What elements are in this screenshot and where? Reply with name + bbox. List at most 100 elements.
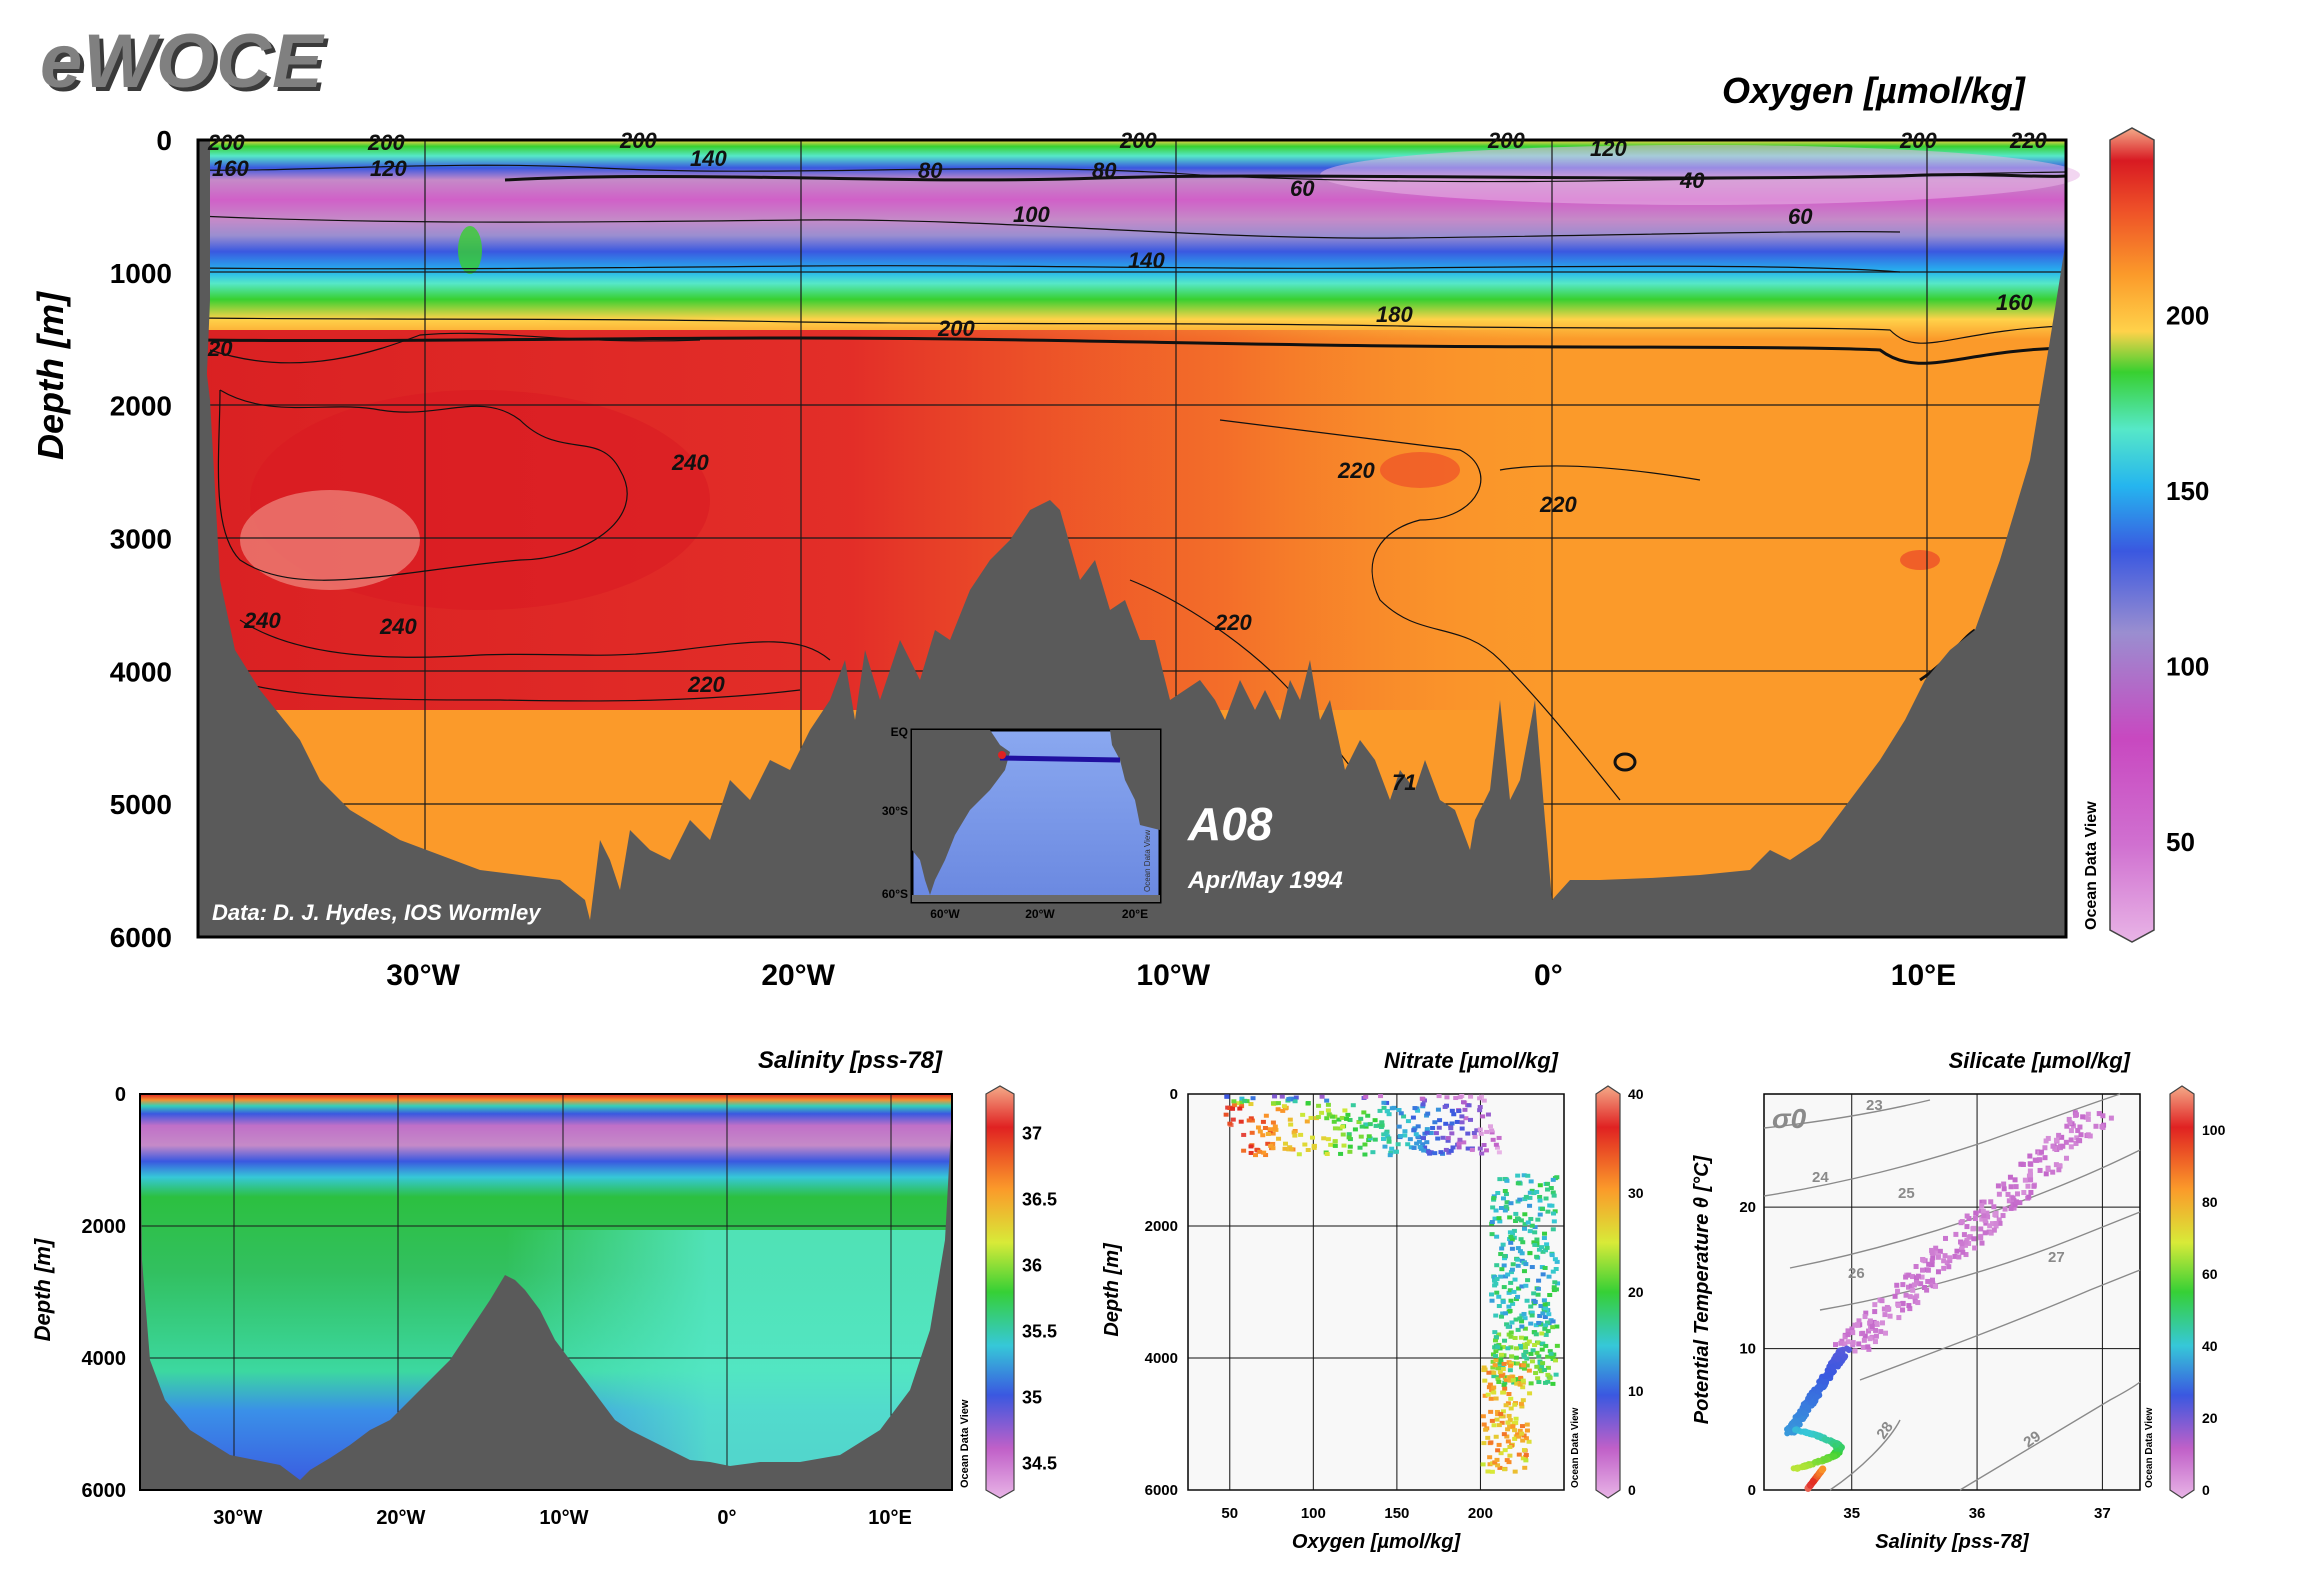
- nitrate-point: [1553, 1358, 1559, 1363]
- nitrate-point: [1501, 1263, 1507, 1268]
- nitrate-point: [1493, 1358, 1499, 1363]
- silicate-point: [2087, 1133, 2093, 1139]
- nitrate-point: [1532, 1299, 1538, 1304]
- nitrate-point: [1521, 1226, 1527, 1231]
- nitrate-point: [1493, 1349, 1499, 1354]
- silicate-point: [2085, 1116, 2091, 1122]
- nitrate-point: [1496, 1342, 1502, 1347]
- nitrate-point: [1493, 1335, 1499, 1340]
- nitrate-point: [1491, 1390, 1497, 1395]
- nitrate-point: [1515, 1294, 1521, 1299]
- silicate-point: [2006, 1198, 2012, 1204]
- nitrate-point: [1502, 1256, 1508, 1261]
- oxygen-blob-3: [1900, 550, 1940, 570]
- nitrate-point: [1498, 1205, 1504, 1210]
- nitrate-point: [1545, 1372, 1551, 1377]
- nitrate-point: [1414, 1141, 1420, 1146]
- nitrate-point: [1487, 1455, 1493, 1460]
- silicate-point: [2027, 1168, 2033, 1174]
- nitrate-point: [1443, 1121, 1449, 1126]
- nitrate-point: [1489, 1370, 1495, 1375]
- nitrate-point: [1238, 1119, 1244, 1124]
- oxygen-title: Oxygen [µmol/kg]: [1722, 70, 2025, 111]
- silicate-point: [1962, 1242, 1968, 1248]
- nitrate-point: [1260, 1119, 1266, 1124]
- nitrate-point: [1550, 1269, 1556, 1274]
- nitrate-point: [1537, 1212, 1543, 1217]
- nitrate-point: [1487, 1382, 1493, 1387]
- nitrate-point: [1496, 1216, 1502, 1221]
- nitrate-point: [1504, 1322, 1510, 1327]
- nitrate-point: [1486, 1370, 1492, 1375]
- salinity-bathymetry: [140, 1094, 952, 1490]
- silicate-point: [1963, 1252, 1969, 1258]
- nitrate-point: [1469, 1147, 1475, 1152]
- silicate-point: [2068, 1144, 2074, 1150]
- nitrate-point: [1498, 1414, 1504, 1419]
- nitrate-point: [1389, 1146, 1395, 1151]
- inset-antarctic: [912, 895, 1160, 902]
- nitrate-point: [1525, 1278, 1531, 1283]
- nitrate-point: [1549, 1354, 1555, 1359]
- silicate-point: [1885, 1306, 1891, 1312]
- nitrate-point: [1527, 1195, 1533, 1200]
- silicate-point: [1867, 1336, 1873, 1342]
- nitrate-point: [1535, 1217, 1541, 1222]
- silicate-point: [1794, 1412, 1801, 1419]
- silicate-point: [1973, 1210, 1979, 1216]
- nitrate-colorbar-tick: 0: [1628, 1482, 1636, 1498]
- silicate-point: [1912, 1295, 1918, 1301]
- silicate-point: [1845, 1339, 1851, 1345]
- silicate-point: [1980, 1208, 1986, 1214]
- silicate-point: [1996, 1191, 2002, 1197]
- nitrate-point: [1487, 1124, 1493, 1129]
- silicate-y-ticks: 0 10 20: [1739, 1199, 1756, 1499]
- nitrate-point: [1508, 1280, 1514, 1285]
- nitrate-point: [1532, 1242, 1538, 1247]
- nitrate-point: [1459, 1126, 1465, 1131]
- nitrate-point: [1519, 1324, 1525, 1329]
- nitrate-point: [1547, 1375, 1553, 1380]
- oxygen-contour-labels: 200 200 200 200 200 200 220 120 120 140 160 80 80 60 4…: [207, 128, 2047, 795]
- nitrate-point: [1520, 1378, 1526, 1383]
- nitrate-point: [1529, 1310, 1535, 1315]
- nitrate-point: [1550, 1325, 1556, 1330]
- oxygen-blob-2: [1380, 452, 1460, 488]
- nitrate-point: [1344, 1116, 1350, 1121]
- nitrate-point: [1435, 1136, 1441, 1141]
- nitrate-point: [1511, 1289, 1517, 1294]
- salinity-colorbar-tick: 36: [1022, 1256, 1042, 1276]
- nitrate-point: [1490, 1365, 1496, 1370]
- nitrate-point: [1517, 1382, 1523, 1387]
- silicate-point: [1918, 1281, 1924, 1287]
- nitrate-point: [1535, 1286, 1541, 1291]
- nitrate-point: [1554, 1343, 1560, 1348]
- silicate-point: [1838, 1444, 1845, 1451]
- isopycnal-23: 23: [1866, 1097, 1883, 1114]
- nitrate-point: [1449, 1121, 1455, 1126]
- nitrate-point: [1550, 1177, 1556, 1182]
- isopycnal-26: 26: [1848, 1265, 1865, 1282]
- nitrate-point: [1372, 1118, 1378, 1123]
- silicate-point: [1815, 1388, 1822, 1395]
- nitrate-point: [1386, 1139, 1392, 1144]
- nitrate-point: [1503, 1204, 1509, 1209]
- nitrate-point: [1494, 1409, 1500, 1414]
- nitrate-point: [1528, 1351, 1534, 1356]
- nitrate-point: [1288, 1147, 1294, 1152]
- nitrate-point: [1517, 1316, 1523, 1321]
- silicate-point: [1845, 1346, 1852, 1353]
- silicate-point: [1803, 1429, 1810, 1436]
- silicate-point: [1852, 1348, 1858, 1354]
- silicate-x-tick: 37: [2094, 1505, 2111, 1522]
- isopycnal-25: 25: [1898, 1185, 1915, 1202]
- nitrate-point: [1346, 1132, 1352, 1137]
- nitrate-point: [1420, 1102, 1426, 1107]
- nitrate-point: [1509, 1246, 1515, 1251]
- nitrate-point: [1424, 1140, 1430, 1145]
- nitrate-point: [1521, 1269, 1527, 1274]
- nitrate-point: [1503, 1192, 1509, 1197]
- contour-label: 240: [243, 608, 281, 633]
- nitrate-colorbar: [1595, 1085, 1621, 1499]
- nitrate-point: [1552, 1257, 1558, 1262]
